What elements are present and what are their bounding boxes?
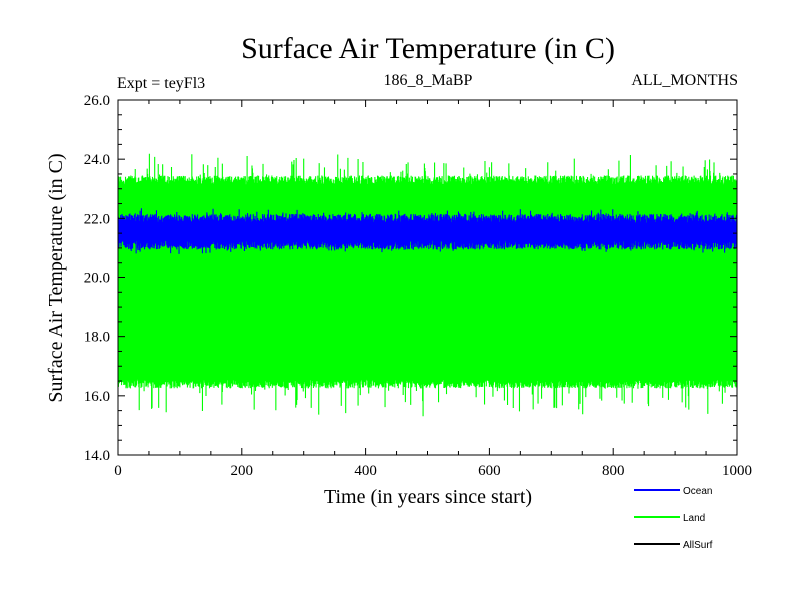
series-ocean — [118, 208, 737, 254]
y-axis-label: Surface Air Temperature (in C) — [45, 153, 67, 402]
y-tick-label: 20.0 — [84, 271, 110, 287]
series-layer — [118, 153, 737, 417]
y-tick-label: 14.0 — [84, 448, 110, 464]
axis-layer: 0 200 400 600 800 1000 14.0 16.0 18.0 20.0 22.0 24.… — [84, 93, 752, 479]
plot-frame — [117, 99, 738, 456]
subtitle-months: ALL_MONTHS — [631, 72, 738, 89]
subtitle-experiment: Expt = teyFl3 — [117, 75, 205, 92]
chart-title: Surface Air Temperature (in C) — [241, 32, 615, 65]
x-tick-label: 600 — [478, 463, 501, 479]
subtitle-period: 186_8_MaBP — [384, 72, 473, 89]
y-tick-label: 18.0 — [84, 330, 110, 346]
legend-label-land: Land — [683, 513, 705, 524]
y-tick-label: 22.0 — [84, 211, 110, 227]
x-axis-label: Time (in years since start) — [324, 486, 532, 508]
legend-label-allsurf: AllSurf — [683, 540, 713, 551]
x-tick-label: 400 — [354, 463, 377, 479]
x-tick-label: 200 — [231, 463, 254, 479]
x-tick-label: 0 — [114, 463, 122, 479]
y-tick-label: 16.0 — [84, 389, 110, 405]
x-tick-label: 1000 — [722, 463, 752, 479]
x-tick-label: 800 — [602, 463, 625, 479]
legend-label-ocean: Ocean — [683, 486, 712, 497]
y-tick-label: 26.0 — [84, 93, 110, 109]
legend: Ocean Land AllSurf — [634, 486, 713, 551]
y-tick-label: 24.0 — [84, 152, 110, 168]
series-land — [118, 153, 737, 417]
